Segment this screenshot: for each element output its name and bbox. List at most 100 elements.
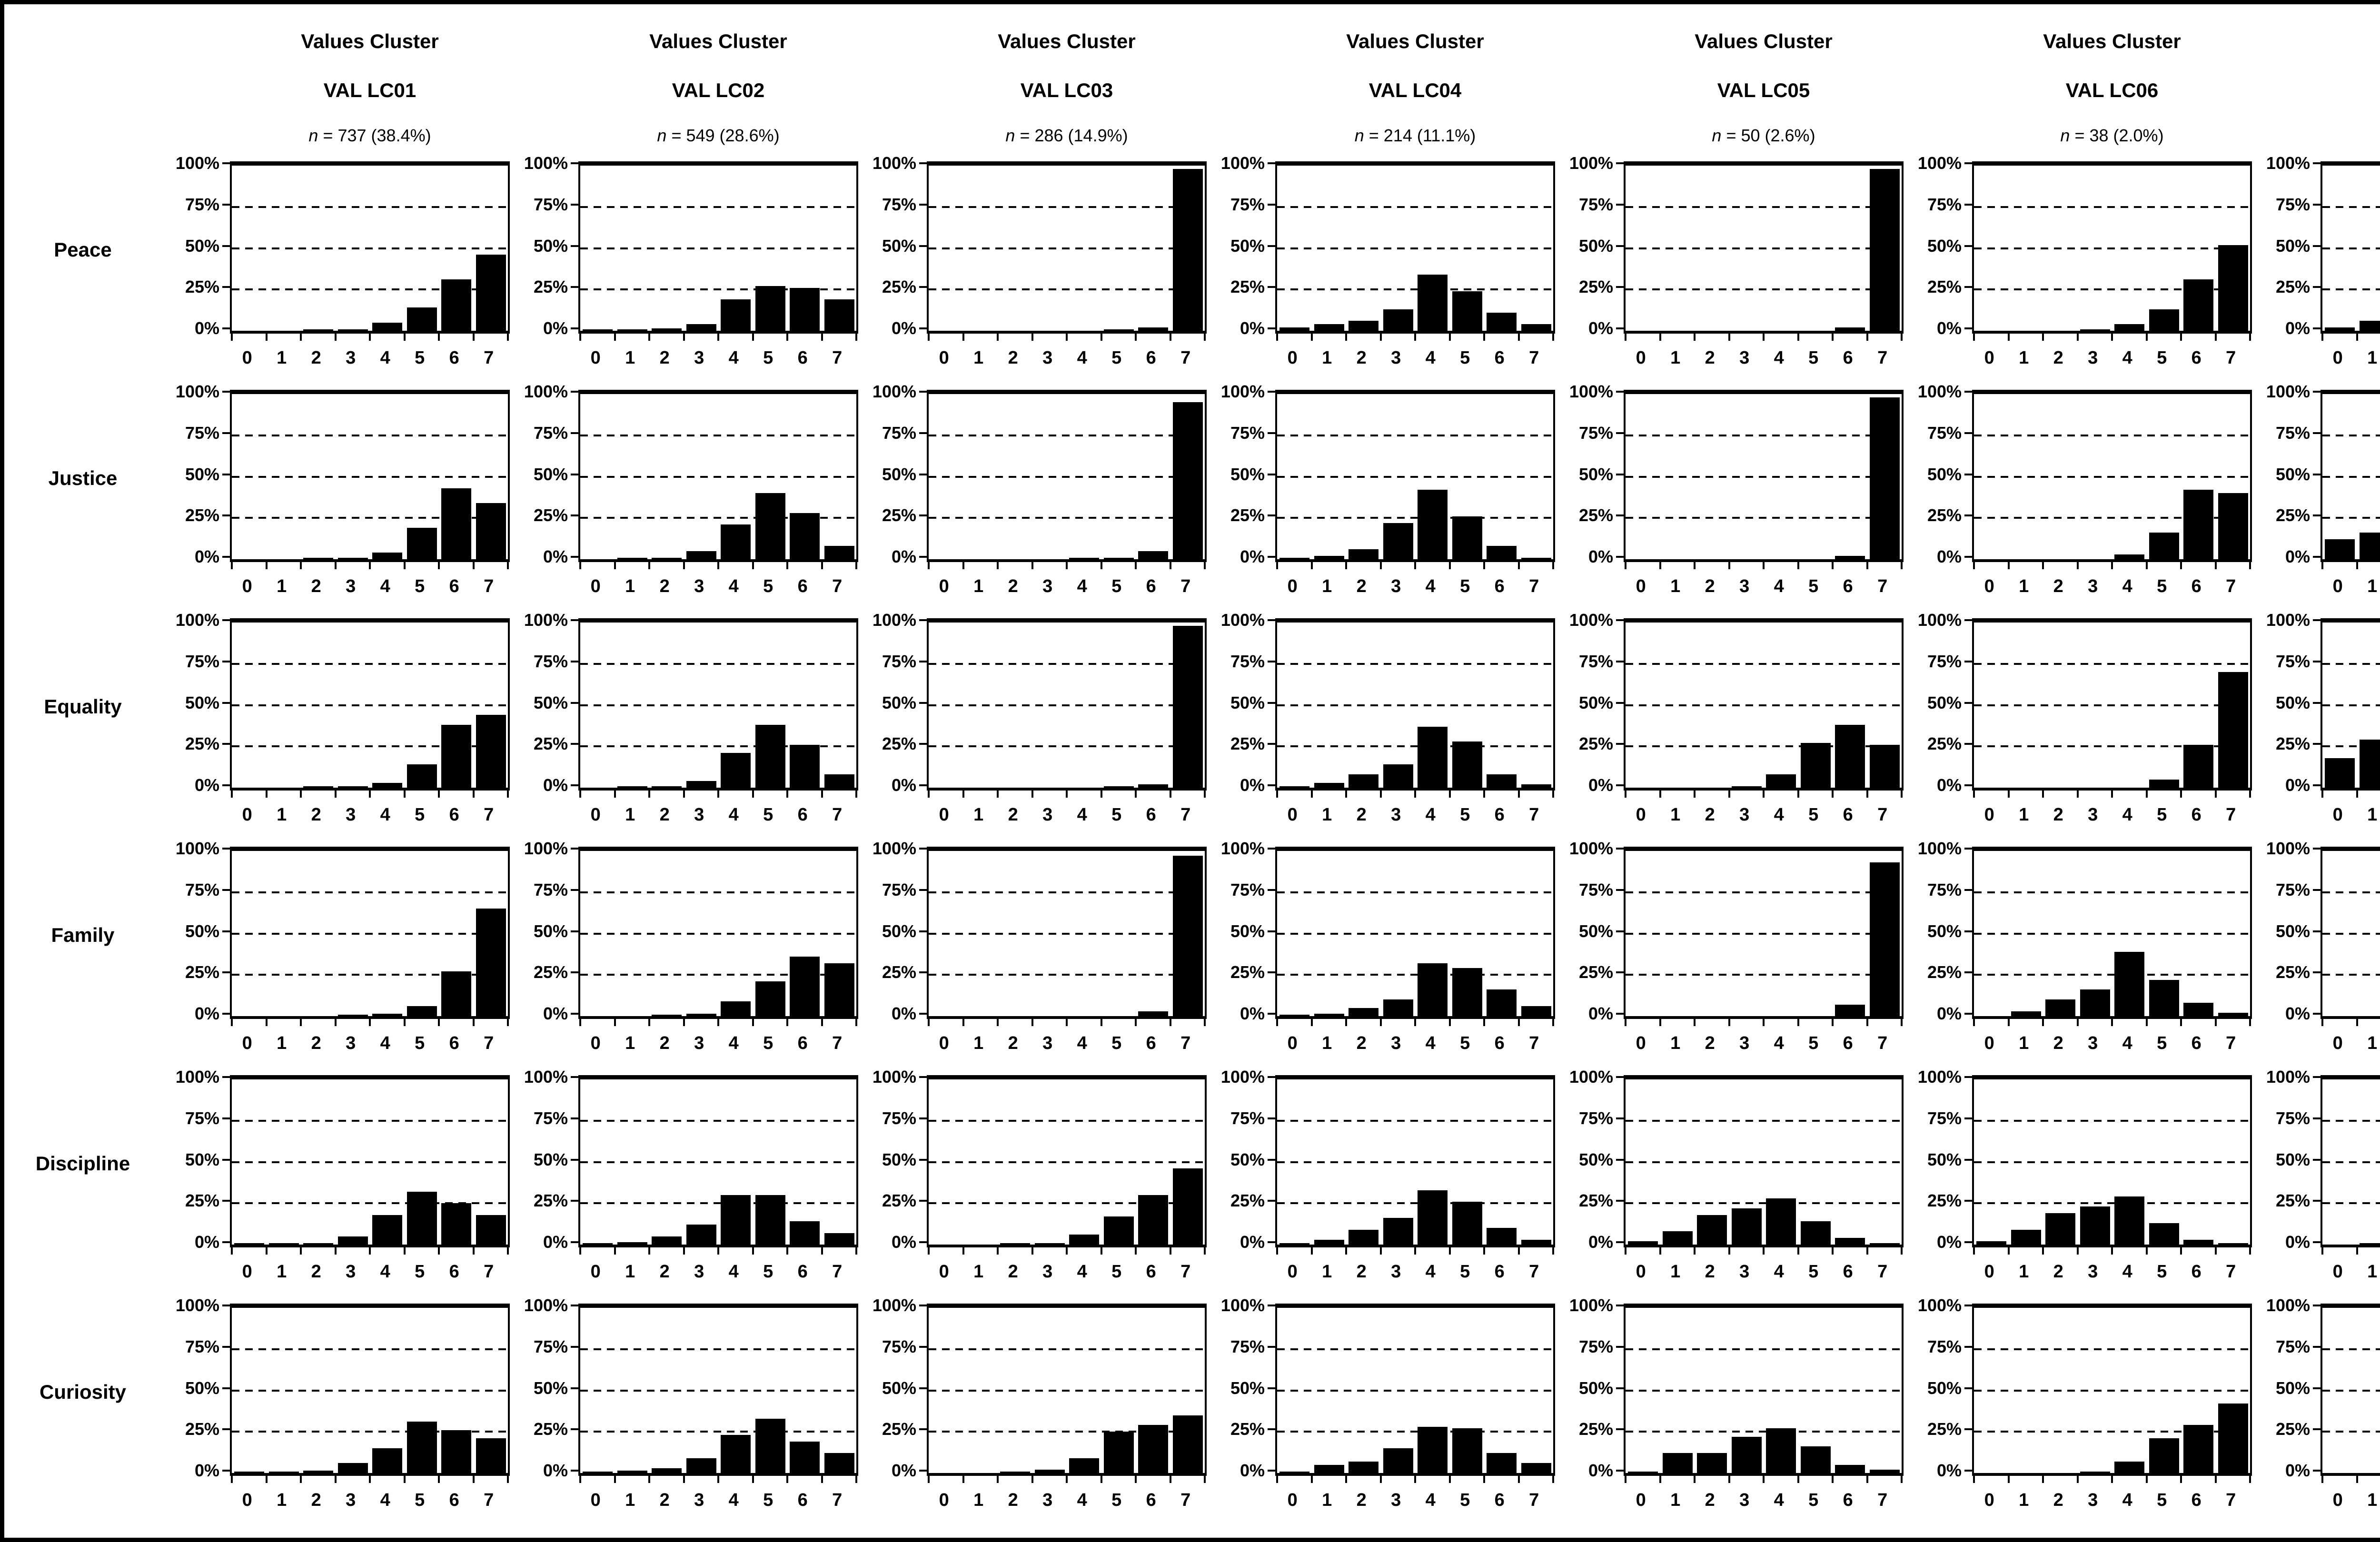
x-axis-tick [928,1476,930,1483]
bar-value-5 [2149,309,2179,331]
bar-value-0 [2325,539,2355,559]
y-axis-label: 0% [891,1004,916,1023]
x-axis-tick [821,1019,823,1026]
y-axis-label: 50% [533,692,568,712]
y-axis-label: 50% [1230,236,1265,256]
y-axis-tick [1964,848,1972,850]
x-axis-tick [1448,1476,1451,1483]
gridline-25pct [580,517,856,519]
y-axis-label: 100% [524,839,568,858]
x-axis-tick [717,1247,719,1255]
y-axis-label: 50% [2275,464,2310,484]
x-axis-tick [1625,562,1626,569]
y-axis-tick [1268,327,1275,329]
x-axis-label: 2 [1008,1490,1018,1510]
column-header-n: n = 737 (38.4%) [230,115,510,156]
y-axis-label: 25% [1578,277,1613,297]
y-axis-tick [1964,391,1972,393]
plot-area [2320,1304,2380,1476]
y-axis-tick [222,971,230,974]
x-axis-label: 4 [1077,348,1087,368]
bar-value-3 [1034,1470,1065,1473]
x-axis-label: 1 [1670,1490,1681,1510]
bar-value-1 [1662,1231,1693,1245]
x-axis-tick [2145,1247,2148,1255]
x-axis-tick [962,1247,964,1255]
plot-area [578,618,858,791]
x-axis-tick [2180,334,2182,341]
x-axis-label: 0 [1287,1033,1298,1053]
x-axis-tick [717,1476,719,1483]
bar-value-0 [1279,1472,1309,1473]
gridline-50pct [232,932,508,935]
x-axis-tick [2180,1247,2182,1255]
y-axis-label: 25% [1578,734,1613,754]
x-axis-tick [2180,1476,2182,1483]
y-axis-label: 25% [2275,962,2310,982]
x-axis-label: 0 [1984,1262,1994,1282]
x-axis-tick [1135,1476,1137,1483]
x-axis-tick [1552,562,1554,569]
y-axis-label: 75% [185,1336,219,1356]
bar-value-5 [1452,1428,1482,1473]
gridline-25pct [929,1202,1205,1205]
x-axis-tick [1066,1019,1068,1026]
x-axis-label: 6 [797,1262,808,1282]
x-axis-label: 2 [659,1033,670,1053]
x-axis-label: 4 [1774,805,1784,825]
bar-value-1 [268,1472,299,1473]
y-axis-tick [1964,702,1972,704]
x-axis-tick [962,334,964,341]
x-axis-tick [265,1476,268,1483]
x-axis-tick [1728,791,1730,798]
x-axis-label: 5 [415,1262,425,1282]
x-axis-label: 3 [1042,805,1053,825]
y-axis-label: 50% [185,464,219,484]
y-axis-tick [1616,162,1624,164]
y-axis-label: 25% [185,734,219,754]
y-axis-label: 25% [533,1419,568,1439]
y-axis-tick [2313,1470,2320,1472]
plot-area [230,1075,510,1247]
x-axis-label: 0 [590,1033,601,1053]
x-axis-ticks [1972,791,2252,798]
x-axis-label: 7 [2226,576,2236,596]
x-axis-label: 5 [1460,576,1470,596]
y-axis-tick [1964,660,1972,662]
x-axis-label: 4 [1425,1490,1436,1510]
row-label-family: Family [51,923,115,946]
column-header-title: Values Cluster [2043,30,2181,52]
y-axis-tick [222,1470,230,1472]
x-axis-tick [1517,334,1520,341]
histogram-grid: Peace 100% 75% 50% 25% 0% 0 1 2 3 4 5 6 7 100% 75% 50% 25… [4,153,2380,1532]
bar-value-0 [583,329,613,331]
y-axis-tick [1616,245,1624,247]
x-axis-tick [2249,334,2251,341]
x-axis-tick [1763,1247,1765,1255]
y-axis-label: 25% [2275,1191,2310,1211]
x-axis-label: 3 [1391,1262,1401,1282]
column-header-cluster-id: VAL LC06 [2065,79,2159,101]
y-axis-labels: 100% 75% 50% 25% 0% [2252,1295,2320,1480]
x-axis-label: 3 [2088,1490,2098,1510]
column-header-title: Values Cluster [1346,30,1484,52]
y-axis-labels: 100% 75% 50% 25% 0% [1555,610,1624,795]
gridline-25pct [2322,517,2380,519]
y-axis-label: 0% [1936,547,1962,566]
bar-value-4 [372,782,402,788]
y-axis-tick [2313,743,2320,745]
x-axis-label: 3 [694,1033,704,1053]
gridline-75pct [580,434,856,436]
y-axis-tick [571,702,578,704]
y-axis-tick [1964,1200,1972,1202]
x-axis-label: 1 [2019,805,2029,825]
